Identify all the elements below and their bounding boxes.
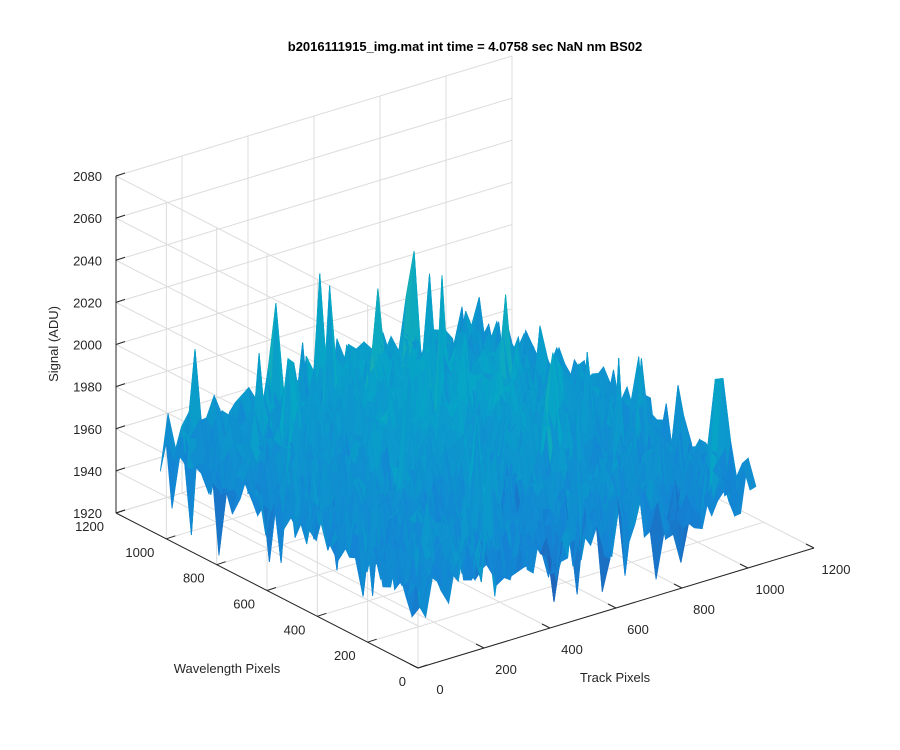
- z-tick-label: 2080: [73, 169, 102, 184]
- y-tick: [317, 612, 327, 617]
- y-tick: [417, 664, 428, 669]
- y-tick-label: 0: [399, 674, 406, 689]
- grid-line: [115, 97, 513, 219]
- z-tick: [115, 298, 126, 303]
- x-tick-label: 200: [495, 662, 517, 677]
- y-tick-label: 600: [233, 597, 255, 612]
- grid-line: [115, 181, 513, 303]
- grid-line: [115, 224, 513, 345]
- z-tick: [115, 172, 126, 177]
- x-tick-label: 800: [693, 602, 715, 617]
- z-axis-label: Signal (ADU): [46, 306, 61, 382]
- x-tick: [607, 603, 617, 609]
- y-tick: [216, 561, 226, 566]
- z-tick: [115, 214, 126, 219]
- grid-line: [367, 521, 764, 643]
- z-tick-label: 2000: [73, 338, 102, 353]
- y-tick-label: 1000: [125, 545, 154, 560]
- z-tick: [115, 341, 126, 345]
- x-tick: [409, 663, 419, 669]
- z-tick-label: 1980: [73, 380, 102, 395]
- surface-patch: [741, 457, 757, 491]
- y-tick-label: 400: [284, 622, 306, 637]
- z-tick-label: 1920: [73, 506, 102, 521]
- x-tick: [541, 623, 551, 629]
- grid-line: [115, 175, 419, 332]
- z-tick: [115, 467, 126, 472]
- y-tick: [367, 638, 377, 643]
- z-tick: [115, 425, 126, 430]
- x-tick: [673, 583, 683, 589]
- y-tick-label: 800: [183, 571, 205, 586]
- x-axis-label: Track Pixels: [580, 670, 651, 685]
- x-tick-label: 600: [627, 622, 649, 637]
- x-tick: [805, 543, 815, 549]
- y-axis-label: Wavelength Pixels: [174, 661, 281, 676]
- z-tick: [115, 509, 126, 514]
- grid-line: [115, 266, 513, 388]
- z-tick-label: 2060: [73, 211, 102, 226]
- x-tick: [475, 643, 485, 649]
- grid-line: [115, 139, 513, 261]
- z-tick-label: 1960: [73, 422, 102, 437]
- x-tick: [739, 563, 749, 569]
- x-tick-label: 0: [436, 682, 443, 697]
- z-tick-label: 2040: [73, 253, 102, 268]
- y-tick-label: 1200: [75, 519, 104, 534]
- x-tick-label: 1000: [756, 582, 785, 597]
- x-tick-label: 1200: [822, 562, 851, 577]
- y-tick-label: 200: [334, 648, 356, 663]
- z-tick-label: 1940: [73, 464, 102, 479]
- chart-title: b2016111915_img.mat int time = 4.0758 se…: [288, 39, 642, 54]
- z-tick-label: 2020: [73, 295, 102, 310]
- y-tick: [166, 535, 176, 540]
- x-tick-label: 400: [561, 642, 583, 657]
- grid-line: [115, 470, 419, 627]
- grid-line: [115, 55, 513, 177]
- y-tick: [266, 587, 277, 591]
- z-tick: [115, 383, 126, 388]
- z-tick: [115, 256, 126, 261]
